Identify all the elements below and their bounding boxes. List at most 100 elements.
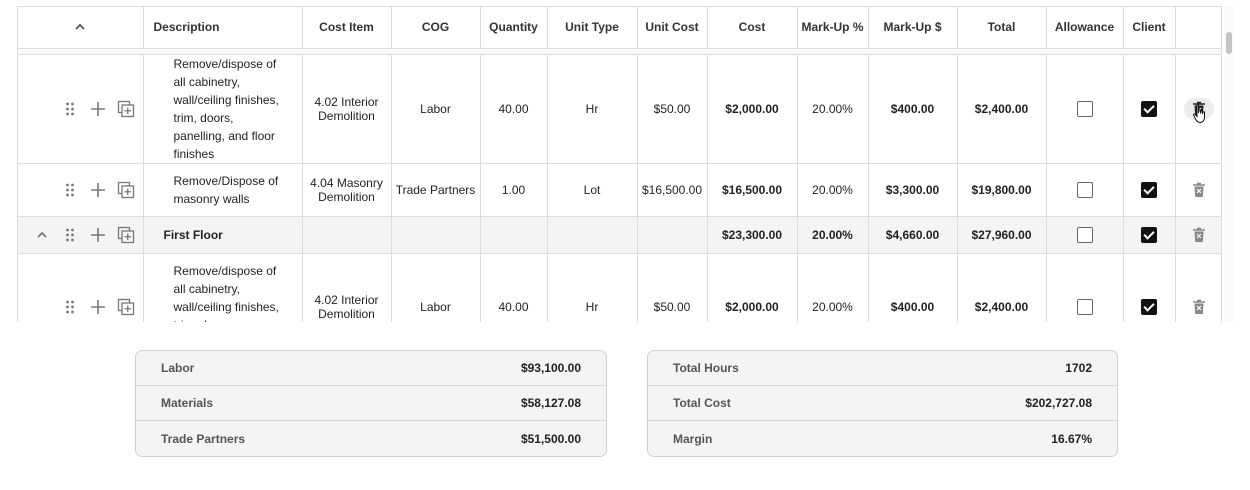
- client-checkbox[interactable]: [1141, 298, 1157, 315]
- header-markup-pct[interactable]: Mark-Up %: [797, 7, 869, 49]
- cell-actions: [1175, 163, 1221, 217]
- duplicate-icon[interactable]: [117, 181, 135, 199]
- drag-handle-icon[interactable]: [61, 298, 79, 316]
- row-controls: [18, 216, 144, 254]
- cell-cost: $23,300.00: [707, 216, 798, 254]
- cell-unit-cost[interactable]: $16,500.00: [637, 163, 708, 217]
- cell-unit-cost[interactable]: $50.00: [637, 253, 708, 322]
- cell-cost: $2,000.00: [707, 253, 798, 322]
- cell-quantity[interactable]: 40.00: [480, 253, 548, 322]
- cell-unit-cost[interactable]: $50.00: [637, 54, 708, 164]
- allowance-checkbox[interactable]: [1076, 298, 1093, 315]
- cell-total: $19,800.00: [957, 163, 1047, 217]
- cell-allowance: [1046, 163, 1124, 217]
- cell-cog[interactable]: Labor: [391, 253, 481, 322]
- summary-row-labor: Labor $93,100.00: [136, 351, 606, 386]
- header-client[interactable]: Client: [1123, 7, 1176, 49]
- cell-description[interactable]: Remove/dispose of all cabinetry, wall/ce…: [143, 253, 303, 322]
- cell-group-name[interactable]: First Floor: [143, 216, 303, 254]
- header-cost-item[interactable]: Cost Item: [302, 7, 392, 49]
- cell-markup-pct[interactable]: 20.00%: [797, 253, 869, 322]
- duplicate-icon[interactable]: [117, 298, 135, 316]
- cell-markup-amt: $400.00: [868, 253, 958, 322]
- client-checkbox[interactable]: [1141, 100, 1157, 117]
- estimate-table: Description Cost Item COG Quantity Unit …: [17, 6, 1222, 322]
- drag-handle-icon[interactable]: [61, 100, 79, 118]
- cell-client: [1123, 253, 1176, 322]
- cell-cog[interactable]: Trade Partners: [391, 163, 481, 217]
- trash-icon[interactable]: [1184, 179, 1214, 201]
- plus-icon[interactable]: [89, 181, 107, 199]
- duplicate-icon[interactable]: [117, 100, 135, 118]
- drag-handle-icon[interactable]: [61, 181, 79, 199]
- collapse-all-cell: [18, 7, 144, 49]
- cell-unit-type[interactable]: Hr: [547, 253, 638, 322]
- scrollbar-thumb[interactable]: [1226, 32, 1232, 54]
- header-cog[interactable]: COG: [391, 7, 481, 49]
- header-actions: [1175, 7, 1221, 49]
- summary-value: $58,127.08: [520, 396, 581, 410]
- cell-allowance: [1046, 216, 1124, 254]
- summary-row-margin: Margin 16.67%: [648, 421, 1117, 456]
- table-group-row: First Floor $23,300.00 20.00% $4,660.00 …: [18, 216, 1221, 254]
- summary-row-total-hours: Total Hours 1702: [648, 351, 1117, 386]
- plus-icon[interactable]: [89, 226, 107, 244]
- trash-icon[interactable]: [1184, 296, 1214, 318]
- client-checkbox[interactable]: [1141, 226, 1157, 243]
- cell-description[interactable]: Remove/Dispose of masonry walls: [143, 163, 303, 217]
- header-quantity[interactable]: Quantity: [480, 7, 548, 49]
- header-unit-type[interactable]: Unit Type: [547, 7, 638, 49]
- client-checkbox[interactable]: [1141, 181, 1157, 198]
- row-controls: [18, 163, 144, 217]
- header-markup-amt[interactable]: Mark-Up $: [868, 7, 958, 49]
- cell-markup-amt: $3,300.00: [868, 163, 958, 217]
- cell-markup-pct[interactable]: 20.00%: [797, 54, 869, 164]
- plus-icon[interactable]: [89, 298, 107, 316]
- summary-row-materials: Materials $58,127.08: [136, 386, 606, 421]
- header-total[interactable]: Total: [957, 7, 1047, 49]
- cell-total: $27,960.00: [957, 216, 1047, 254]
- cell-cog[interactable]: Labor: [391, 54, 481, 164]
- table-row: Remove/Dispose of masonry walls 4.04 Mas…: [18, 163, 1221, 217]
- cell-client: [1123, 54, 1176, 164]
- chevron-up-icon[interactable]: [33, 226, 51, 244]
- table-scrollbar[interactable]: [1224, 6, 1234, 322]
- summary-row-total-cost: Total Cost $202,727.08: [648, 386, 1117, 421]
- cell-cost-item[interactable]: 4.02 Interior Demolition: [302, 54, 392, 164]
- duplicate-icon[interactable]: [117, 226, 135, 244]
- cell-cost-item[interactable]: 4.02 Interior Demolition: [302, 253, 392, 322]
- totals-summary: Total Hours 1702 Total Cost $202,727.08 …: [647, 350, 1118, 457]
- summary-row-trade-partners: Trade Partners $51,500.00: [136, 421, 606, 456]
- table-row: Remove/dispose of all cabinetry, wall/ce…: [18, 54, 1221, 164]
- cell-cost-item[interactable]: 4.04 Masonry Demolition: [302, 163, 392, 217]
- cell-total: $2,400.00: [957, 253, 1047, 322]
- drag-handle-icon[interactable]: [61, 226, 79, 244]
- summary-label: Total Cost: [673, 396, 731, 410]
- header-allowance[interactable]: Allowance: [1046, 7, 1124, 49]
- header-unit-cost[interactable]: Unit Cost: [637, 7, 708, 49]
- summary-label: Materials: [161, 396, 214, 410]
- cell-allowance: [1046, 253, 1124, 322]
- row-controls: [18, 54, 144, 164]
- plus-icon[interactable]: [89, 100, 107, 118]
- cell-quantity[interactable]: 1.00: [480, 163, 548, 217]
- allowance-checkbox[interactable]: [1076, 100, 1093, 117]
- allowance-checkbox[interactable]: [1076, 226, 1093, 243]
- header-cost[interactable]: Cost: [707, 7, 798, 49]
- summary-value: 1702: [1065, 361, 1092, 375]
- cell-unit-type[interactable]: Hr: [547, 54, 638, 164]
- cell-cost: $16,500.00: [707, 163, 798, 217]
- cell-total: $2,400.00: [957, 54, 1047, 164]
- trash-icon[interactable]: [1184, 224, 1214, 246]
- cell-unit-type[interactable]: Lot: [547, 163, 638, 217]
- cell-description[interactable]: Remove/dispose of all cabinetry, wall/ce…: [143, 54, 303, 164]
- cell-client: [1123, 216, 1176, 254]
- cell-markup-pct: 20.00%: [797, 216, 869, 254]
- chevron-up-icon[interactable]: [71, 18, 89, 36]
- cell-actions: [1175, 253, 1221, 322]
- summary-label: Total Hours: [673, 361, 739, 375]
- header-description[interactable]: Description: [143, 7, 303, 49]
- cell-quantity[interactable]: 40.00: [480, 54, 548, 164]
- allowance-checkbox[interactable]: [1076, 181, 1093, 198]
- cell-markup-pct[interactable]: 20.00%: [797, 163, 869, 217]
